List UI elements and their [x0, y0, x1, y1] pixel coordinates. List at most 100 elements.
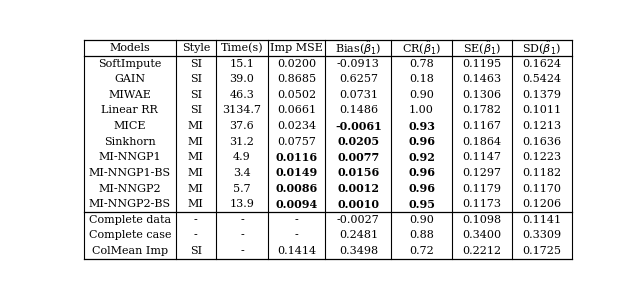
Text: -: - [240, 215, 244, 225]
Text: 0.93: 0.93 [408, 120, 435, 131]
Text: MI-NNGP2-BS: MI-NNGP2-BS [89, 199, 171, 209]
Text: MI-NNGP2: MI-NNGP2 [99, 184, 161, 194]
Text: Bias($\hat{\beta}_1$): Bias($\hat{\beta}_1$) [335, 39, 381, 57]
Text: 0.1011: 0.1011 [522, 105, 561, 115]
Text: -: - [294, 215, 298, 225]
Text: SI: SI [190, 246, 202, 256]
Text: 0.0012: 0.0012 [337, 183, 380, 194]
Text: 0.1414: 0.1414 [277, 246, 316, 256]
Text: 0.1173: 0.1173 [462, 199, 501, 209]
Text: 0.3309: 0.3309 [522, 231, 561, 240]
Text: 0.96: 0.96 [408, 183, 435, 194]
Text: 0.5424: 0.5424 [522, 74, 561, 84]
Text: 0.1636: 0.1636 [522, 137, 561, 147]
Text: 0.0149: 0.0149 [275, 168, 317, 178]
Text: SD($\hat{\beta}_1$): SD($\hat{\beta}_1$) [522, 39, 561, 57]
Text: MICE: MICE [113, 121, 146, 131]
Text: 0.90: 0.90 [409, 90, 434, 100]
Text: ColMean Imp: ColMean Imp [92, 246, 168, 256]
Text: 0.1624: 0.1624 [522, 59, 561, 68]
Text: 0.0757: 0.0757 [277, 137, 316, 147]
Text: 1.00: 1.00 [409, 105, 434, 115]
Text: SI: SI [190, 74, 202, 84]
Text: MI: MI [188, 152, 204, 162]
Text: -0.0061: -0.0061 [335, 120, 381, 131]
Text: 0.96: 0.96 [408, 168, 435, 178]
Text: Models: Models [109, 43, 150, 53]
Text: 0.3498: 0.3498 [339, 246, 378, 256]
Text: -: - [294, 231, 298, 240]
Text: 5.7: 5.7 [233, 184, 251, 194]
Text: 0.1297: 0.1297 [462, 168, 501, 178]
Text: 0.1725: 0.1725 [522, 246, 561, 256]
Text: Imp MSE: Imp MSE [270, 43, 323, 53]
Text: 13.9: 13.9 [230, 199, 254, 209]
Text: MI: MI [188, 184, 204, 194]
Text: Style: Style [182, 43, 210, 53]
Text: 0.1306: 0.1306 [462, 90, 501, 100]
Text: 0.1182: 0.1182 [522, 168, 561, 178]
Text: SI: SI [190, 105, 202, 115]
Text: MI-NNGP1: MI-NNGP1 [99, 152, 161, 162]
Text: -: - [194, 231, 198, 240]
Text: 0.1223: 0.1223 [522, 152, 561, 162]
Text: Complete data: Complete data [89, 215, 171, 225]
Text: SI: SI [190, 90, 202, 100]
Text: 0.1379: 0.1379 [522, 90, 561, 100]
Text: MI: MI [188, 199, 204, 209]
Text: -: - [240, 231, 244, 240]
Text: Complete case: Complete case [88, 231, 171, 240]
Text: 0.2481: 0.2481 [339, 231, 378, 240]
Text: CR($\hat{\beta}_1$): CR($\hat{\beta}_1$) [402, 39, 441, 57]
Text: 0.0077: 0.0077 [337, 152, 380, 163]
Text: SoftImpute: SoftImpute [98, 59, 161, 68]
Text: 0.1170: 0.1170 [522, 184, 561, 194]
Text: 0.3400: 0.3400 [462, 231, 501, 240]
Text: Sinkhorn: Sinkhorn [104, 137, 156, 147]
Text: 0.1167: 0.1167 [462, 121, 501, 131]
Text: 0.0205: 0.0205 [337, 136, 380, 147]
Text: MIWAE: MIWAE [108, 90, 151, 100]
Text: 0.95: 0.95 [408, 199, 435, 210]
Text: 0.1098: 0.1098 [462, 215, 501, 225]
Text: -0.0027: -0.0027 [337, 215, 380, 225]
Text: 0.0234: 0.0234 [277, 121, 316, 131]
Text: 3.4: 3.4 [233, 168, 251, 178]
Text: 0.92: 0.92 [408, 152, 435, 163]
Text: 0.1206: 0.1206 [522, 199, 561, 209]
Text: MI: MI [188, 121, 204, 131]
Text: MI: MI [188, 168, 204, 178]
Text: 0.1147: 0.1147 [462, 152, 501, 162]
Text: 0.0010: 0.0010 [337, 199, 380, 210]
Text: 0.78: 0.78 [409, 59, 434, 68]
Text: 0.1195: 0.1195 [462, 59, 501, 68]
Text: 0.96: 0.96 [408, 136, 435, 147]
Text: Linear RR: Linear RR [101, 105, 158, 115]
Text: 0.2212: 0.2212 [462, 246, 501, 256]
Text: 0.0116: 0.0116 [275, 152, 317, 163]
Text: SI: SI [190, 59, 202, 68]
Text: 0.0200: 0.0200 [277, 59, 316, 68]
Text: 0.90: 0.90 [409, 215, 434, 225]
Text: 4.9: 4.9 [233, 152, 251, 162]
Text: Time(s): Time(s) [221, 43, 263, 53]
Text: -: - [194, 215, 198, 225]
Text: -0.0913: -0.0913 [337, 59, 380, 68]
Text: 0.0156: 0.0156 [337, 168, 380, 178]
Text: 0.1141: 0.1141 [522, 215, 561, 225]
Text: 31.2: 31.2 [230, 137, 254, 147]
Text: 0.1213: 0.1213 [522, 121, 561, 131]
Text: 39.0: 39.0 [230, 74, 254, 84]
Text: 37.6: 37.6 [230, 121, 254, 131]
Text: 0.0094: 0.0094 [275, 199, 317, 210]
Text: MI: MI [188, 137, 204, 147]
Text: 0.72: 0.72 [409, 246, 434, 256]
Text: 0.0731: 0.0731 [339, 90, 378, 100]
Text: 15.1: 15.1 [230, 59, 254, 68]
Text: 0.8685: 0.8685 [277, 74, 316, 84]
Text: 0.0086: 0.0086 [275, 183, 317, 194]
Text: 0.0502: 0.0502 [277, 90, 316, 100]
Text: 3134.7: 3134.7 [223, 105, 262, 115]
Text: MI-NNGP1-BS: MI-NNGP1-BS [89, 168, 171, 178]
Text: 0.1782: 0.1782 [462, 105, 501, 115]
